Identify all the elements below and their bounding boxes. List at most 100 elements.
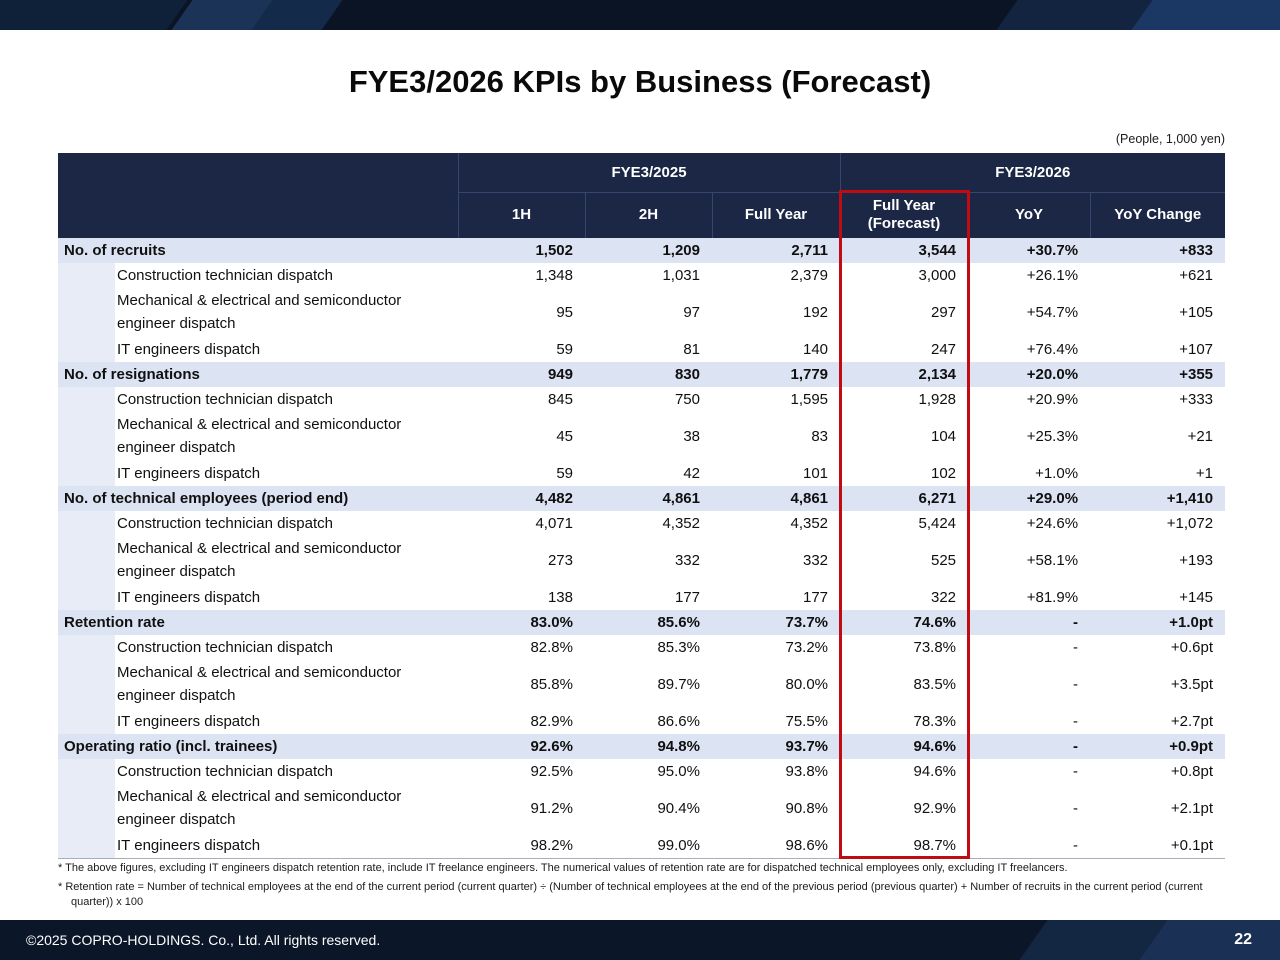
cell-value: +621 [1179, 267, 1214, 284]
row-label: Mechanical & electrical and semiconducto… [117, 664, 402, 704]
cell-value: - [1073, 639, 1079, 656]
cell-value: 75.5% [785, 713, 829, 730]
cell-value: +58.1% [1026, 552, 1079, 569]
cell-value: 949 [458, 362, 585, 387]
cell-value: +1,072 [1166, 515, 1214, 532]
cell-value: 94.6% [913, 763, 957, 780]
cell-value: 4,861 [712, 486, 841, 511]
cell-value: 247 [931, 341, 957, 358]
footnote: * Retention rate = Number of technical e… [58, 880, 1203, 908]
cell-value: - [1073, 676, 1079, 693]
row-indent [58, 387, 115, 412]
cell-value: - [968, 734, 1091, 759]
cell-value: +193 [1179, 552, 1214, 569]
row-label: Retention rate [58, 610, 458, 635]
row-label: IT engineers dispatch [115, 833, 458, 859]
table-row: Retention rate 83.0% 85.6% 73.7% 74.6% - +1.0p… [58, 610, 1226, 635]
cell-value: 73.8% [913, 639, 957, 656]
row-label: IT engineers dispatch [117, 341, 261, 358]
cell-value: +0.6pt [1170, 639, 1214, 656]
cell-value: 138 [547, 589, 573, 606]
row-indent [58, 635, 115, 660]
cell-value: 98.7% [840, 833, 969, 859]
row-label: Construction technician dispatch [117, 763, 333, 780]
cell-value: 95.0% [657, 763, 700, 780]
cell-value: 4,482 [458, 486, 585, 511]
table-row: Mechanical & electrical and semiconducto… [58, 412, 1225, 461]
column-header-2h: 2H [584, 191, 712, 238]
cell-value: 73.7% [712, 610, 841, 635]
row-indent [58, 833, 115, 859]
cell-value: +20.9% [1026, 391, 1079, 408]
row-label: No. of recruits [58, 238, 458, 263]
cell-value: +20.0% [968, 362, 1091, 387]
cell-value: 90.8% [785, 800, 829, 817]
row-label: No. of technical employees (period end) [58, 486, 458, 511]
footer-bar: ©2025 COPRO-HOLDINGS. Co., Ltd. All righ… [0, 920, 1280, 960]
decoration-shape [0, 0, 199, 30]
cell-value: +145 [1179, 589, 1214, 606]
column-header-full-year: Full Year [711, 191, 841, 238]
cell-value: +24.6% [1026, 515, 1079, 532]
table-row: IT engineers dispatch 59 42 101 102 +1.0% +1 [58, 461, 1225, 486]
cell-value: 1,595 [790, 391, 829, 408]
cell-value: 845 [547, 391, 573, 408]
cell-value: +105 [1179, 304, 1214, 321]
cell-value: 192 [803, 304, 829, 321]
cell-value: - [1073, 763, 1079, 780]
cell-value: - [968, 610, 1091, 635]
cell-value: 2,134 [840, 362, 969, 387]
cell-value: 102 [931, 465, 957, 482]
cell-value: +833 [1090, 238, 1226, 263]
cell-value: +29.0% [968, 486, 1091, 511]
cell-value: +2.7pt [1170, 713, 1214, 730]
row-label: IT engineers dispatch [117, 589, 261, 606]
table-row: Mechanical & electrical and semiconducto… [58, 660, 1225, 709]
table-row: Mechanical & electrical and semiconducto… [58, 288, 1225, 337]
table-body: No. of recruits 1,502 1,209 2,711 3,544 +30.7… [58, 238, 1226, 859]
unit-note: (People, 1,000 yen) [1115, 132, 1225, 146]
page-number: 22 [1234, 931, 1252, 948]
row-indent [58, 337, 115, 362]
cell-value: 332 [674, 552, 700, 569]
table-header: FYE3/2025 FYE3/2026 1H 2H Full Year Full… [58, 153, 1226, 238]
row-indent [58, 759, 115, 784]
column-group-fye2026: FYE3/2026 [839, 153, 1226, 192]
table-row: Construction technician dispatch 92.5% 95.… [58, 759, 1225, 784]
cell-value: 525 [931, 552, 957, 569]
cell-value: 1,779 [712, 362, 841, 387]
row-label: Operating ratio (incl. trainees) [58, 734, 458, 759]
top-decoration-bar [0, 0, 1280, 30]
cell-value: 89.7% [657, 676, 700, 693]
cell-value: - [1073, 713, 1079, 730]
cell-value: +26.1% [1026, 267, 1079, 284]
row-indent [58, 585, 115, 610]
row-label: IT engineers dispatch [117, 713, 261, 730]
cell-value: - [1073, 800, 1079, 817]
cell-value: 81 [683, 341, 700, 358]
row-indent [58, 660, 115, 709]
table-row: Construction technician dispatch 4,071 4,3… [58, 511, 1225, 536]
cell-value: +76.4% [1026, 341, 1079, 358]
column-header-yoy-change: YoY Change [1089, 191, 1226, 238]
row-indent [58, 412, 115, 461]
cell-value: 97 [683, 304, 700, 321]
cell-value: 86.6% [657, 713, 700, 730]
table-row: IT engineers dispatch 59 81 140 247 +76.4% +10… [58, 337, 1225, 362]
cell-value: 85.8% [530, 676, 573, 693]
cell-value: +1.0pt [1090, 610, 1226, 635]
cell-value: 78.3% [913, 713, 957, 730]
cell-value: +0.1pt [1090, 833, 1226, 859]
cell-value: 4,071 [535, 515, 573, 532]
cell-value: 1,348 [535, 267, 573, 284]
cell-value: +0.9pt [1090, 734, 1226, 759]
cell-value: 91.2% [530, 800, 573, 817]
cell-value: 93.8% [785, 763, 829, 780]
cell-value: 93.7% [712, 734, 841, 759]
cell-value: 85.6% [585, 610, 712, 635]
cell-value: +2.1pt [1170, 800, 1214, 817]
cell-value: 2,379 [790, 267, 829, 284]
row-label: No. of resignations [58, 362, 458, 387]
cell-value: 4,352 [790, 515, 829, 532]
table-row: Operating ratio (incl. trainees) 92.6% 94.… [58, 734, 1226, 759]
